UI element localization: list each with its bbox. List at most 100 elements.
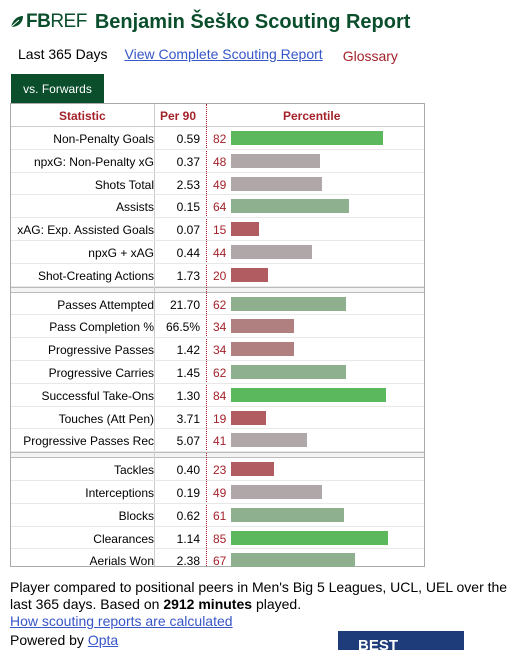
per90-value: 2.53 [176, 177, 200, 192]
report-nav: Last 365 Days View Complete Scouting Rep… [18, 44, 398, 64]
per90-value: 0.59 [176, 132, 200, 146]
stat-name[interactable]: Progressive Passes [47, 343, 154, 358]
tab-vs-forwards[interactable]: vs. Forwards [11, 74, 104, 103]
percentile-bar [231, 387, 387, 402]
how-calculated-link[interactable]: How scouting reports are calculated [10, 613, 233, 629]
opta-link[interactable]: Opta [87, 632, 119, 648]
table-row: Touches (Att Pen) 3.71 19 [11, 407, 424, 430]
stat-name[interactable]: Assists [115, 200, 154, 215]
period-label: Last 365 Days [18, 46, 108, 62]
stat-name[interactable]: Successful Take-Ons [41, 388, 155, 403]
stat-name[interactable]: Tackles [113, 463, 154, 478]
header-percentile[interactable]: Percentile [283, 109, 341, 123]
stat-name[interactable]: Blocks [118, 508, 154, 523]
percentile-value: 48 [213, 154, 227, 169]
percentile-bar [231, 507, 344, 522]
stat-name[interactable]: npxG: Non-Penalty xG [33, 154, 154, 169]
percentile-bar [231, 296, 346, 311]
percentile-value: 61 [213, 508, 227, 523]
percentile-bar [231, 267, 268, 282]
stat-name[interactable]: Passes Attempted [57, 297, 154, 312]
glossary-link[interactable]: Glossary [342, 48, 398, 64]
per90-value: 1.30 [176, 388, 200, 403]
table-body: Non-Penalty Goals 0.59 82 npxG: Non-Penalty… [11, 127, 424, 572]
per90-value: 0.40 [176, 463, 200, 478]
table-row: Assists 0.15 64 [11, 195, 424, 219]
percentile-bar [231, 153, 320, 168]
fbref-logo[interactable]: FB REF [10, 11, 87, 33]
table-row: Pass Completion % 66.5% 34 [11, 315, 424, 339]
logo-fb-text: FB [26, 11, 51, 32]
stat-name[interactable]: Progressive Passes Rec [23, 434, 154, 449]
header-per90[interactable]: Per 90 [160, 109, 197, 123]
stat-name[interactable]: Clearances [93, 531, 154, 546]
per90-value: 0.19 [176, 485, 200, 500]
per90-value: 3.71 [176, 411, 200, 426]
percentile-bar [231, 530, 389, 545]
percentile-value: 41 [213, 434, 227, 449]
percentile-bar [231, 131, 383, 145]
per90-value: 0.07 [176, 223, 200, 238]
stat-name[interactable]: npxG + xAG [88, 245, 154, 260]
percentile-bar [231, 410, 267, 425]
percentile-value: 67 [213, 554, 227, 569]
table-row: Interceptions 0.19 49 [11, 481, 424, 504]
per90-value: 66.5% [165, 320, 200, 335]
logo-ref-text: REF [50, 11, 87, 32]
advertisement-banner[interactable]: BEST [338, 631, 464, 650]
percentile-value: 84 [213, 388, 227, 403]
table-row: Successful Take-Ons 1.30 84 [11, 384, 424, 407]
column-divider [206, 104, 208, 566]
view-complete-report-link[interactable]: View Complete Scouting Report [124, 46, 323, 62]
percentile-value: 34 [213, 320, 227, 335]
percentile-value: 34 [213, 343, 227, 358]
table-row: Clearances 1.14 85 [11, 527, 424, 550]
footer-note: Player compared to positional peers in M… [10, 579, 515, 630]
percentile-value: 23 [213, 463, 227, 478]
per90-value: 0.37 [176, 154, 200, 169]
stat-name[interactable]: Pass Completion % [49, 320, 154, 335]
table-row: npxG: Non-Penalty xG 0.37 48 [11, 150, 424, 173]
column-divider [154, 104, 155, 566]
powered-by-label: Powered by [10, 632, 84, 648]
percentile-bar [231, 484, 322, 499]
stat-name[interactable]: Interceptions [85, 485, 154, 500]
stat-name[interactable]: Progressive Carries [48, 365, 154, 380]
percentile-value: 62 [213, 297, 227, 312]
table-row: Non-Penalty Goals 0.59 82 [11, 127, 424, 150]
stat-name[interactable]: Non-Penalty Goals [53, 132, 154, 146]
per90-value: 2.38 [176, 554, 200, 569]
per90-value: 21.70 [169, 297, 200, 312]
percentile-bar [231, 433, 307, 448]
stat-name[interactable]: Shots Total [94, 177, 154, 192]
group-separator [11, 286, 424, 293]
percentile-value: 62 [213, 365, 227, 380]
percentile-value: 44 [213, 245, 227, 260]
footer-text: Player compared to positional peers in M… [10, 579, 508, 612]
percentile-value: 19 [213, 411, 227, 426]
stat-name[interactable]: Touches (Att Pen) [58, 411, 154, 426]
minutes-played: 2912 minutes [163, 596, 253, 612]
per90-value: 1.45 [176, 365, 200, 380]
table-row: Progressive Carries 1.45 62 [11, 361, 424, 384]
stat-name[interactable]: Shot-Creating Actions [37, 268, 154, 283]
stat-name[interactable]: xAG: Exp. Assisted Goals [17, 223, 154, 238]
page-header: FB REF Benjamin Šeško Scouting Report [10, 8, 410, 36]
percentile-value: 15 [213, 223, 227, 238]
table-row: Progressive Passes 1.42 34 [11, 338, 424, 361]
per90-value: 5.07 [176, 434, 200, 449]
table-row: xAG: Exp. Assisted Goals 0.07 15 [11, 218, 424, 241]
stat-name[interactable]: Aerials Won [89, 554, 154, 569]
group-separator [11, 452, 424, 459]
per90-value: 0.62 [176, 508, 200, 523]
percentile-value: 49 [213, 485, 227, 500]
leaf-icon [10, 16, 23, 28]
table-row: Passes Attempted 21.70 62 [11, 293, 424, 316]
header-statistic[interactable]: Statistic [59, 109, 106, 123]
table-row: Tackles 0.40 23 [11, 458, 424, 481]
table-header: Statistic Per 90 Percentile [11, 104, 424, 127]
table-row: Shots Total 2.53 49 [11, 173, 424, 196]
scouting-table: Statistic Per 90 Percentile Non-Penalty … [10, 103, 425, 568]
table-row: Shot-Creating Actions 1.73 20 [11, 264, 424, 287]
per90-value: 0.15 [176, 200, 200, 215]
